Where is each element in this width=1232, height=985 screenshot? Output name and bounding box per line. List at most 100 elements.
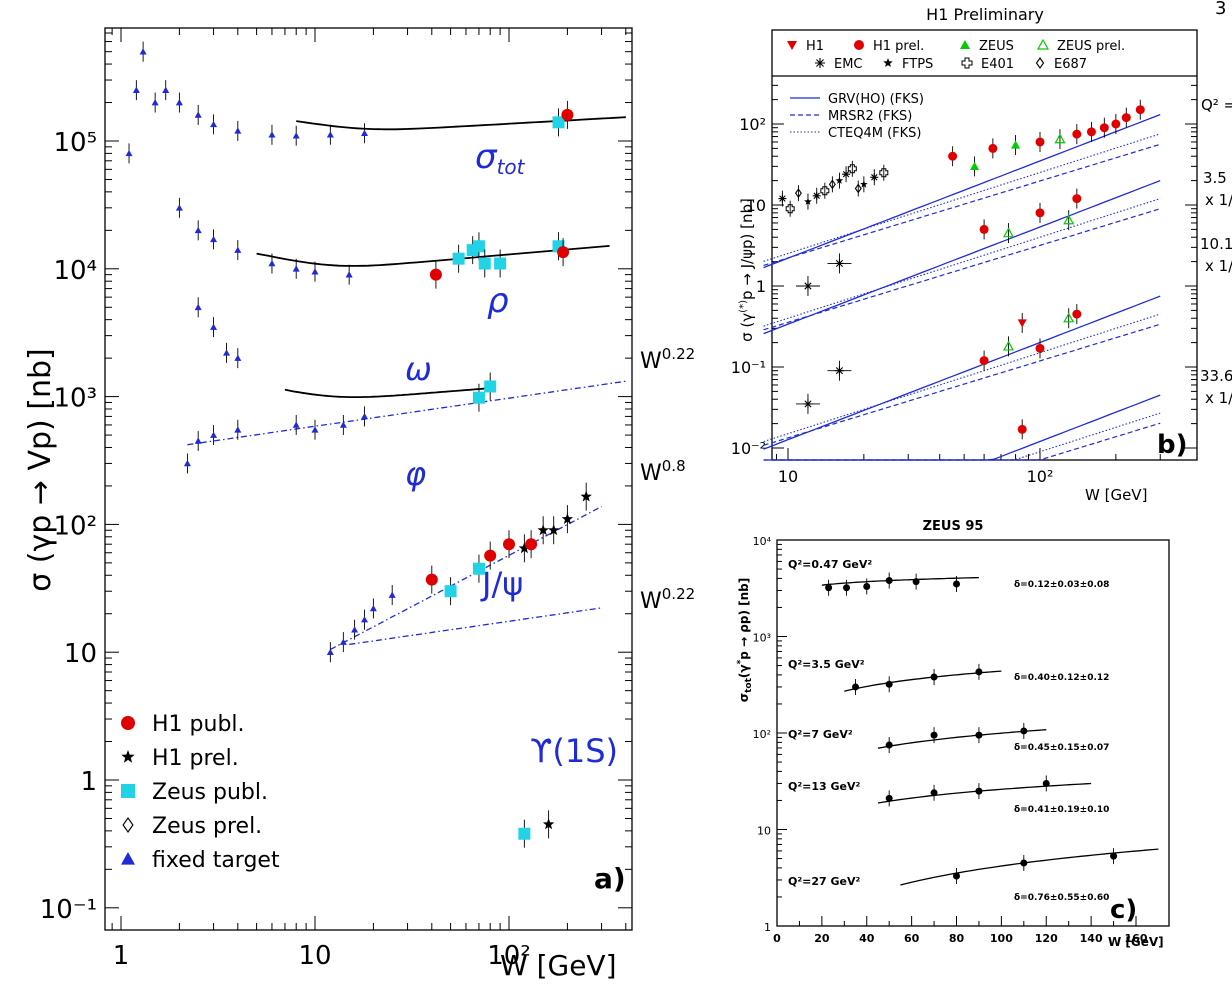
- legend-symbol: [854, 40, 864, 50]
- data-point: [351, 626, 359, 633]
- legend-label: H1 prel.: [152, 746, 239, 771]
- curve-mrsr2: [763, 323, 1161, 446]
- data-point: [1020, 859, 1028, 867]
- label-upsilon: ϒ(1S): [530, 732, 618, 770]
- panel-b-model-curves: [763, 113, 1161, 461]
- y-tick-label: 1: [764, 921, 771, 934]
- y-tick-label: 10: [64, 639, 97, 669]
- x-tick-label: 100: [990, 932, 1013, 945]
- delta-label: δ=0.40±0.12±0.12: [1014, 673, 1109, 683]
- delta-label: δ=0.12±0.03±0.08: [1014, 580, 1109, 590]
- legend-symbol: [1035, 57, 1045, 69]
- q2-label: 10.1 GeV²: [1200, 235, 1232, 253]
- fit-sigma-tot: [296, 116, 626, 131]
- data-point: [345, 271, 353, 278]
- data-point: [1017, 319, 1027, 328]
- model-legend-label: MRSR2 (FKS): [828, 109, 912, 124]
- legend-symbol: [121, 852, 135, 865]
- data-point: [292, 265, 300, 272]
- data-point: [369, 604, 377, 612]
- data-point: [425, 573, 438, 586]
- panel-c-fit-curves: [821, 576, 1159, 886]
- label-omega: ω: [405, 350, 432, 388]
- panel-a-ticks: [105, 28, 632, 930]
- data-point: [834, 258, 844, 268]
- panel-b-data-points: [778, 99, 1145, 440]
- data-point: [828, 179, 836, 190]
- data-point: [210, 235, 218, 243]
- fit-curve: [877, 782, 1092, 804]
- data-point: [979, 224, 989, 234]
- panel-a-legend: H1 publ. H1 prel. Zeus publ. Zeus prel. fixe…: [121, 712, 280, 873]
- data-point: [175, 204, 183, 211]
- series-label: Q²=3.5 GeV²: [788, 658, 865, 671]
- curve-cteq4m: [763, 198, 1161, 327]
- data-point: [210, 120, 218, 128]
- y-tick-label: 10⁵: [53, 128, 97, 158]
- data-point: [879, 168, 889, 178]
- y-tick-label: 1: [80, 767, 97, 797]
- data-point: [183, 459, 191, 467]
- data-point: [580, 490, 592, 502]
- data-point: [339, 421, 347, 428]
- panel-c: ZEUS 95 1 10 10² 10³ 10⁴ 0 20 40 60 80 100 120 140 16…: [736, 519, 1170, 949]
- data-point: [1063, 214, 1075, 225]
- panel-b-model-legend: GRV(HO) (FKS) MRSR2 (FKS) CTEQ4M (FKS): [790, 92, 924, 141]
- legend-label: H1: [806, 39, 824, 54]
- y-tick-label: 10³: [753, 632, 771, 645]
- data-point: [210, 323, 218, 330]
- legend-symbol: [122, 817, 134, 833]
- data-point: [794, 188, 802, 199]
- data-point: [975, 731, 983, 739]
- data-point: [361, 129, 369, 137]
- data-point: [503, 538, 515, 551]
- data-point: [1054, 133, 1066, 144]
- panel-a-x-tick-labels: 1 10 10²: [113, 941, 531, 971]
- side-label-w08: W0.8: [640, 457, 686, 486]
- panel-a-tag: a): [594, 862, 626, 895]
- legend-label: fixed target: [152, 848, 280, 873]
- data-point: [825, 584, 833, 592]
- data-point: [843, 584, 851, 592]
- panel-b-tag: b): [1157, 430, 1188, 460]
- data-point: [223, 349, 231, 356]
- series-label: Q²=0.47 GeV²: [788, 558, 872, 571]
- curve-cteq4m: [763, 313, 1161, 443]
- legend-label: ZEUS: [979, 39, 1014, 54]
- data-point: [885, 794, 893, 802]
- legend-label: E401: [981, 57, 1014, 72]
- data-point: [1072, 309, 1082, 319]
- label-rho: ρ: [487, 281, 509, 321]
- series-label: Q²=27 GeV²: [788, 875, 861, 888]
- fit-curve: [877, 729, 1047, 749]
- data-point: [1035, 208, 1045, 218]
- legend-symbol: [883, 58, 893, 67]
- x-tick-label: 140: [1080, 932, 1103, 945]
- y-tick-label: 1: [756, 277, 766, 296]
- panel-b: H1 Preliminary H1 H1 prel. ZEUS ZEUS prel. E…: [731, 5, 1232, 504]
- data-point: [234, 246, 242, 253]
- curve-mrsr2: [763, 208, 1161, 331]
- data-point: [525, 538, 538, 551]
- legend-label: FTPS: [902, 57, 933, 72]
- data-point: [847, 164, 857, 174]
- data-point: [518, 827, 531, 840]
- data-point: [361, 412, 369, 420]
- curve-mrsr2: [763, 143, 1161, 266]
- data-point: [210, 431, 218, 438]
- data-point: [132, 86, 140, 93]
- panel-c-series-labels: Q²=0.47 GeV² δ=0.12±0.03±0.08 Q²=3.5 GeV² δ…: [788, 558, 1109, 903]
- data-point: [803, 281, 813, 291]
- data-point: [834, 366, 844, 376]
- panel-b-xlabel: W [GeV]: [1085, 486, 1147, 504]
- curve-grv: [763, 394, 1161, 461]
- q2-label: Q² = 0: [1201, 96, 1232, 114]
- panel-a-frame: [104, 27, 633, 931]
- data-point: [803, 399, 813, 409]
- legend-symbol: [815, 58, 825, 68]
- legend-symbol: [960, 40, 970, 49]
- series-label: Q²=7 GeV²: [788, 728, 853, 741]
- data-point: [970, 161, 980, 170]
- y-tick-label: 10⁻¹: [40, 895, 97, 925]
- y-tick-label: 10²: [53, 511, 97, 541]
